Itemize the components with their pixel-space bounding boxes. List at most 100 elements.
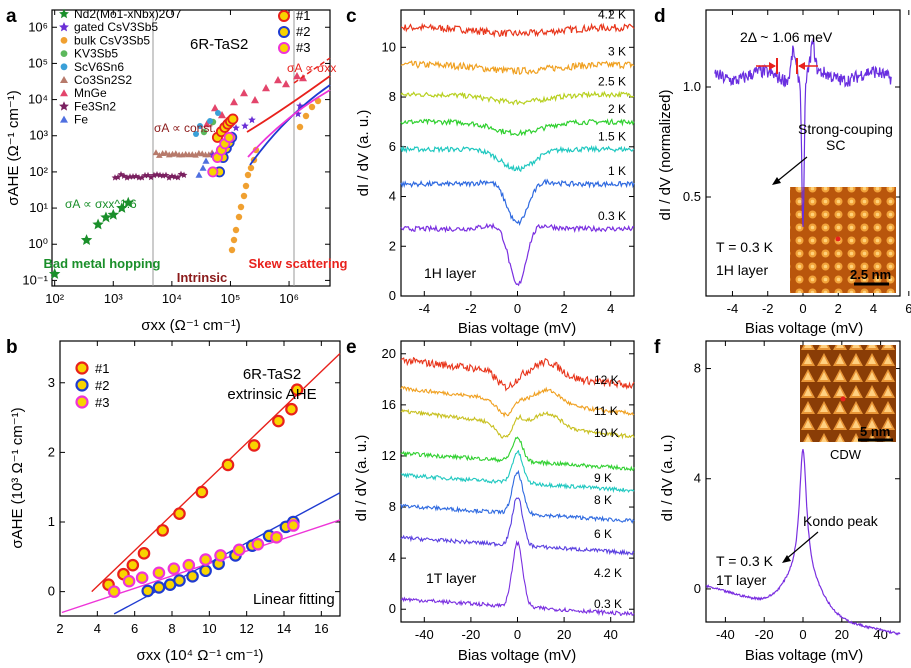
point-gated-csv3sb5 xyxy=(248,116,256,124)
curve-1K xyxy=(400,178,635,226)
legend-text: #3 xyxy=(95,395,109,410)
y-tick-label: 16 xyxy=(382,397,396,412)
x-tick-label: 12 xyxy=(239,621,253,636)
sc-arrow-head xyxy=(772,177,781,185)
legend-text: Fe3Sn2 xyxy=(74,99,116,113)
y-tick-label: 10² xyxy=(29,164,48,179)
curve-03K xyxy=(400,539,635,617)
y-tick-label: 10⁴ xyxy=(28,92,48,107)
legend-marker xyxy=(278,42,290,54)
temp-label: 4.2 K xyxy=(598,7,626,21)
gap-label: 2Δ ~ 1.06 meV xyxy=(740,29,833,45)
x-tick-label: -4 xyxy=(419,301,431,316)
curve-15K xyxy=(400,144,635,173)
panel-c-frame xyxy=(400,9,635,297)
gap-arrow-left-head xyxy=(769,62,776,70)
point-fe xyxy=(202,157,210,164)
panel-f-curve xyxy=(705,449,901,636)
panel-a-ylabel: σAHE (Ω⁻¹ cm⁻¹) xyxy=(5,90,22,205)
temp-label: 1.5 K xyxy=(598,129,626,143)
panel-a-material: 6R-TaS2 xyxy=(190,36,248,53)
point-sample-1 xyxy=(221,458,235,472)
x-tick-label: -2 xyxy=(762,301,774,316)
x-tick-label: -40 xyxy=(415,627,434,642)
fit-line-sample-3 xyxy=(247,89,331,158)
x-tick-label: 20 xyxy=(835,627,849,642)
legend-marker xyxy=(60,37,68,44)
panel-d-temp: T = 0.3 K xyxy=(716,239,774,255)
fit-line-sample-3 xyxy=(61,519,341,614)
y-tick-label: 3 xyxy=(48,375,55,390)
y-tick-label: 12 xyxy=(382,448,396,463)
y-tick-label: 6 xyxy=(389,139,396,154)
fit-line-skew-extrapolation xyxy=(293,57,331,84)
fit-line-sample-2 xyxy=(249,84,331,166)
kondo-label: Kondo peak xyxy=(803,513,879,529)
panel-label-e: e xyxy=(346,337,357,358)
x-tick-label: 10⁴ xyxy=(162,291,182,306)
y-tick-label: 10⁶ xyxy=(28,19,48,34)
panel-c-curves: 4.2 K 3 K 2.5 K 2 K 1.5 K 1 K 0.3 K xyxy=(400,7,635,287)
point-mnge xyxy=(251,96,259,104)
point-sample-1 xyxy=(137,547,151,560)
x-tick-label: 10² xyxy=(45,291,64,306)
curve-42K xyxy=(400,22,635,38)
legend-text: #1 xyxy=(296,8,310,23)
temp-label: 6 K xyxy=(594,527,612,541)
panel-label-a: a xyxy=(6,6,17,27)
point-nd2mo2o7 xyxy=(80,234,93,245)
fit-line-sample-1 xyxy=(246,75,331,133)
legend-marker xyxy=(60,89,68,97)
x-tick-label: -20 xyxy=(755,627,774,642)
panel-d-ylabel: dI / dV (normalized) xyxy=(657,90,674,221)
scale-bar-label-cdw: 5 nm xyxy=(860,424,890,439)
y-tick-label: 2 xyxy=(48,444,55,459)
panel-c-layer: 1H layer xyxy=(424,265,476,281)
point-mnge xyxy=(211,104,219,112)
temp-label: 3 K xyxy=(608,45,626,59)
x-tick-label: 4 xyxy=(870,301,877,316)
x-tick-label: -4 xyxy=(727,301,739,316)
panel-a-xlabel: σxx (Ω⁻¹ cm⁻¹) xyxy=(141,317,241,334)
panel-e-ticks: -40 -20 0 20 40 0 4 8 12 16 20 xyxy=(382,341,634,642)
point-fe3sn2 xyxy=(174,173,182,181)
x-tick-label: -20 xyxy=(462,627,481,642)
legend-marker xyxy=(60,63,68,71)
point-gated-csv3sb5 xyxy=(294,110,302,118)
temp-label: 2.5 K xyxy=(598,75,626,89)
y-tick-label: 0.5 xyxy=(683,189,701,204)
stm-image-cdw xyxy=(800,345,896,442)
x-tick-label: 2 xyxy=(560,301,567,316)
point-fe3sn2 xyxy=(138,174,146,181)
legend-marker xyxy=(278,10,290,22)
panel-e-layer: 1T layer xyxy=(426,570,477,586)
cdw-label: CDW xyxy=(830,447,862,462)
x-tick-label: 6 xyxy=(905,301,911,316)
panel-d-layer: 1H layer xyxy=(716,262,768,278)
panel-c-ticks: -4 -2 0 2 4 0 2 4 6 8 10 xyxy=(382,10,634,316)
point-sample-3 xyxy=(167,562,181,575)
curve-kondo xyxy=(705,449,901,636)
panel-b-xlabel: σxx (10⁴ Ω⁻¹ cm⁻¹) xyxy=(137,647,264,664)
x-tick-label: 0 xyxy=(514,301,521,316)
legend-marker xyxy=(59,22,69,32)
x-tick-label: 0 xyxy=(799,301,806,316)
annotation-const: σA ∝ const. xyxy=(154,121,216,135)
curve-03K xyxy=(400,222,635,287)
point-mnge xyxy=(218,111,226,119)
curve-3K xyxy=(400,60,635,76)
point-co3sn2s2 xyxy=(156,151,163,158)
point-bulk-csv3sb5 xyxy=(247,164,255,172)
point-mnge xyxy=(203,120,211,128)
y-tick-label: 4 xyxy=(389,189,396,204)
point-sample-3 xyxy=(214,549,227,562)
point-sample-1 xyxy=(195,485,209,499)
panel-d-curve xyxy=(714,38,892,227)
curve-normalized-gap xyxy=(714,38,892,227)
point-fe xyxy=(195,171,203,178)
point-bulk-csv3sb5 xyxy=(296,123,304,131)
